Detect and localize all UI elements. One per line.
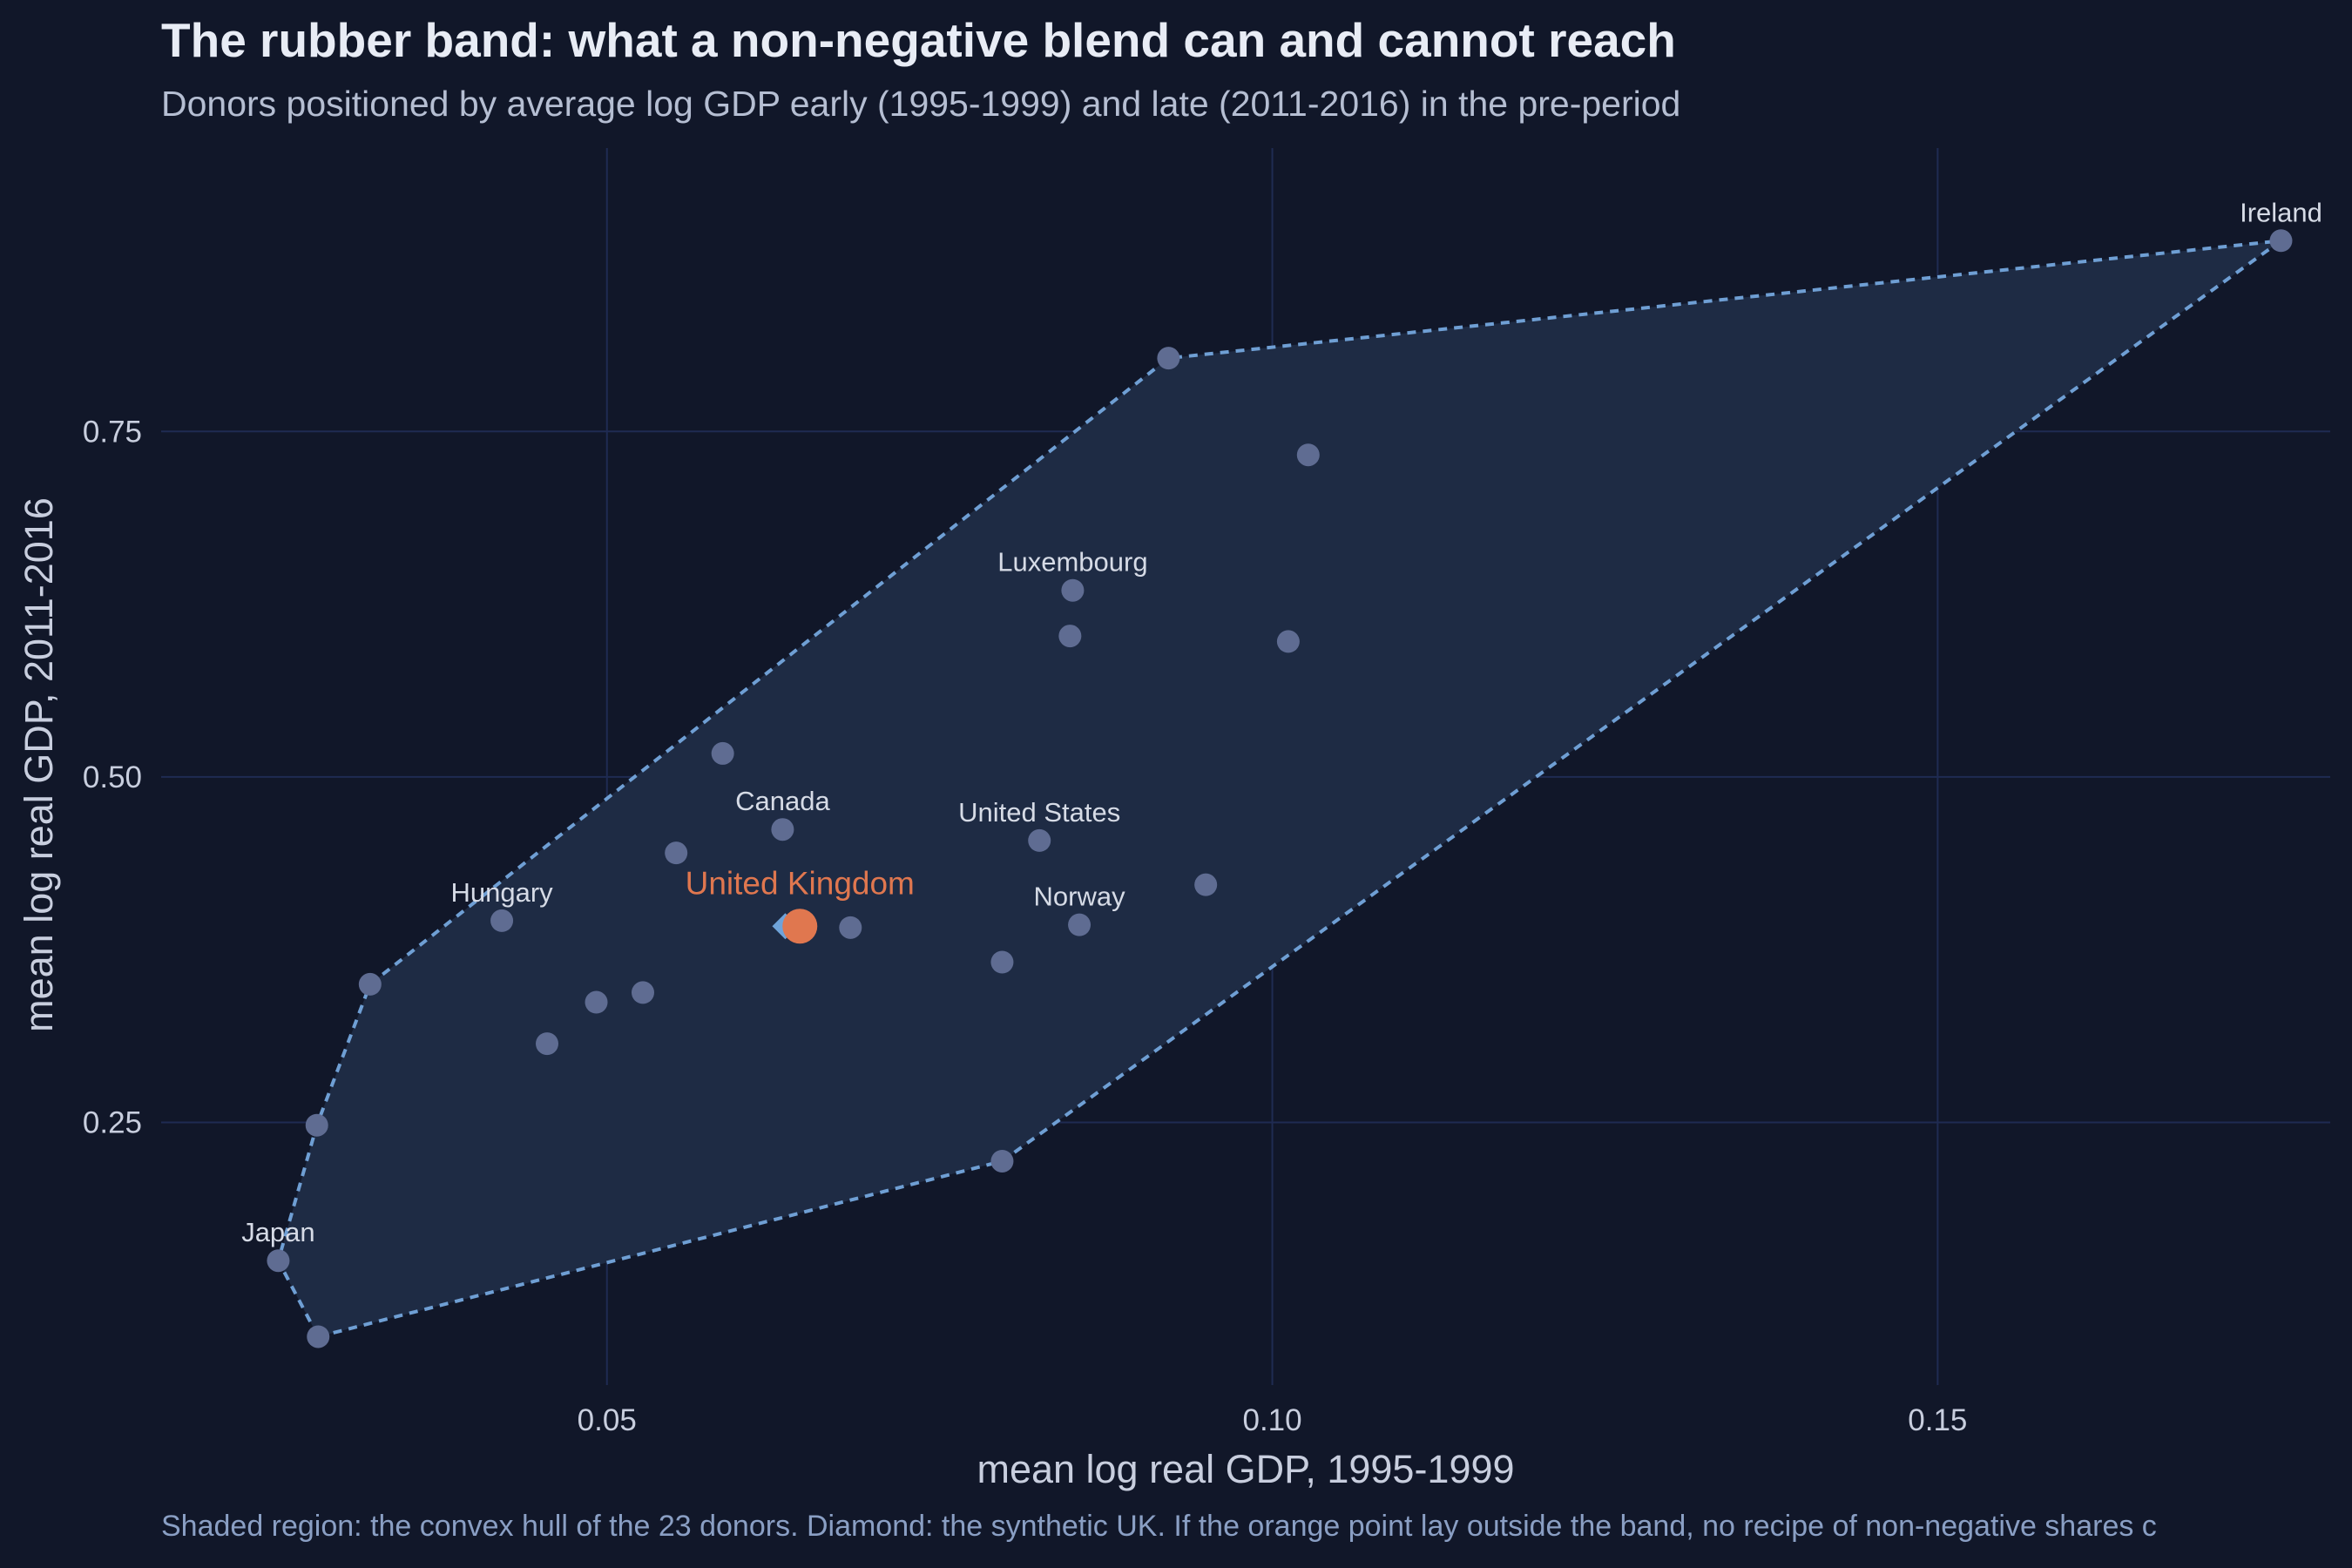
y-tick-label: 0.50 [83, 760, 142, 794]
donor-point [1296, 443, 1320, 467]
donor-label: Japan [241, 1217, 314, 1247]
donor-point [771, 818, 794, 841]
donor-point [267, 1249, 290, 1273]
donor-point [2269, 229, 2293, 253]
donor-point [536, 1032, 559, 1056]
chart-caption: Shaded region: the convex hull of the 23… [161, 1510, 2157, 1543]
convex-hull-band [276, 239, 2283, 1339]
donor-point [1276, 630, 1300, 653]
donor-label: Luxembourg [997, 547, 1147, 578]
point-labels: Ireland Luxembourg Canada United States Hung… [241, 197, 2322, 1247]
donor-point [1061, 578, 1085, 602]
donor-point [1194, 873, 1218, 896]
y-tick-label: 0.25 [83, 1106, 142, 1140]
donor-point [1068, 913, 1092, 936]
donor-point [358, 972, 382, 996]
donor-point [711, 741, 734, 765]
donor-point [665, 841, 688, 865]
target-label: United Kingdom [686, 865, 915, 901]
donor-point [490, 909, 514, 932]
donor-label: Ireland [2240, 197, 2322, 227]
donor-point [307, 1325, 330, 1348]
x-axis-label: mean log real GDP, 1995-1999 [977, 1447, 1514, 1491]
x-tick-label: 0.10 [1242, 1403, 1301, 1437]
donor-point [990, 1149, 1014, 1173]
donor-point [305, 1113, 328, 1137]
donor-point [839, 916, 862, 939]
donor-point [1058, 625, 1082, 648]
donor-label: Hungary [450, 877, 553, 908]
y-axis-label: mean log real GDP, 2011-2016 [17, 497, 61, 1032]
chart-subtitle: Donors positioned by average log GDP ear… [161, 84, 1681, 124]
target-point [782, 909, 818, 944]
x-tick-label: 0.05 [578, 1403, 637, 1437]
donor-point [1028, 828, 1051, 852]
donor-label: United States [958, 797, 1120, 828]
donor-points [267, 229, 2293, 1348]
donor-point [1157, 347, 1180, 370]
donor-point [990, 950, 1014, 974]
axis-ticks: 0.05 0.10 0.15 0.25 0.50 0.75 [83, 415, 1968, 1437]
donor-label: Norway [1034, 882, 1126, 912]
donor-point [631, 981, 654, 1004]
x-tick-label: 0.15 [1908, 1403, 1967, 1437]
donor-label: Canada [735, 786, 830, 816]
y-tick-label: 0.75 [83, 415, 142, 449]
chart-title: The rubber band: what a non-negative ble… [161, 13, 1676, 67]
donor-point [585, 990, 608, 1014]
